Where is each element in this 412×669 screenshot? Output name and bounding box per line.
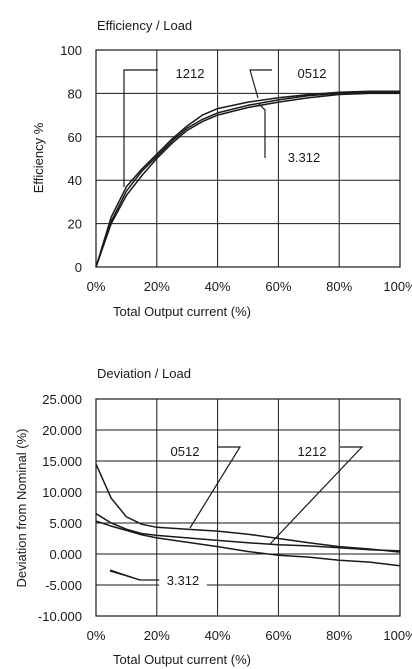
series-line-1212 — [95, 513, 401, 552]
series-line-3-312 — [95, 520, 401, 567]
series-line-0512 — [95, 463, 401, 553]
y-tick-label: 0.000 — [49, 547, 82, 562]
y-tick-label: 60 — [68, 130, 82, 145]
chart-efficiency: Efficiency / Load 0 20 40 60 80 100 0% 20% 40% 6… — [31, 18, 412, 319]
y-axis-label: Efficiency % — [31, 122, 46, 193]
callout-0512: 0512 — [165, 443, 242, 529]
y-tick-label: 100 — [60, 43, 82, 58]
y-tick-label: 10.000 — [42, 485, 82, 500]
callout-leader-line — [269, 446, 364, 545]
y-axis-label: Deviation from Nominal (%) — [14, 429, 29, 588]
callout-label-background — [170, 65, 210, 82]
chart-title: Efficiency / Load — [97, 18, 192, 33]
x-tick-label: 80% — [326, 279, 352, 294]
plot-area — [95, 49, 401, 268]
callout-label: 1212 — [176, 66, 205, 81]
chart-title: Deviation / Load — [97, 366, 191, 381]
callout-label: 3.312 — [167, 573, 200, 588]
x-tick-label: 100% — [383, 628, 412, 643]
series-line-0512 — [95, 91, 400, 268]
callout-label-background — [280, 149, 328, 166]
callout-1212: 1212 — [269, 443, 364, 545]
y-tick-label: 0 — [75, 260, 82, 275]
y-tick-label: 20.000 — [42, 423, 82, 438]
callout-leader-line — [123, 69, 158, 187]
callout-leader-line — [249, 69, 272, 99]
series-line-1212 — [95, 90, 400, 268]
x-tick-label: 20% — [144, 628, 170, 643]
callout-label-background — [159, 572, 207, 589]
x-tick-label: 0% — [87, 279, 106, 294]
x-tick-label: 0% — [87, 628, 106, 643]
callout-label: 0512 — [298, 66, 327, 81]
callout-label-background — [165, 443, 205, 460]
chart-deviation: Deviation / Load 25.000 20.000 15.000 10.00… — [14, 366, 412, 667]
callout-label: 3.312 — [288, 150, 321, 165]
x-axis-label: Total Output current (%) — [113, 304, 251, 319]
callout-leader-line — [257, 102, 266, 158]
plot-area — [95, 398, 401, 617]
x-tick-label: 20% — [144, 279, 170, 294]
x-tick-label: 80% — [326, 628, 352, 643]
callout-0512: 0512 — [249, 65, 332, 99]
callout-label: 1212 — [298, 444, 327, 459]
y-tick-label: -5.000 — [45, 578, 82, 593]
y-tick-label: 80 — [68, 86, 82, 101]
x-axis-label: Total Output current (%) — [113, 652, 251, 667]
x-tick-label: 40% — [205, 279, 231, 294]
callout-1212: 1212 — [123, 65, 210, 187]
y-tick-label: 25.000 — [42, 392, 82, 407]
y-tick-label: 15.000 — [42, 454, 82, 469]
callout-3-312: 3.312 — [257, 102, 328, 166]
y-tick-label: -10.000 — [38, 609, 82, 624]
y-tick-label: 5.000 — [49, 516, 82, 531]
callout-label-background — [292, 65, 332, 82]
x-tick-label: 40% — [205, 628, 231, 643]
series-line-3-312 — [95, 92, 400, 268]
callout-leader-line — [109, 570, 141, 581]
y-tick-label: 20 — [68, 217, 82, 232]
callout-3-312: 3.312 — [109, 569, 207, 589]
callout-label-background — [292, 443, 332, 460]
x-tick-label: 100% — [383, 279, 412, 294]
x-tick-label: 60% — [265, 279, 291, 294]
callout-label: 0512 — [171, 444, 200, 459]
x-tick-label: 60% — [265, 628, 291, 643]
y-tick-label: 40 — [68, 173, 82, 188]
callout-leader-line — [189, 446, 242, 529]
